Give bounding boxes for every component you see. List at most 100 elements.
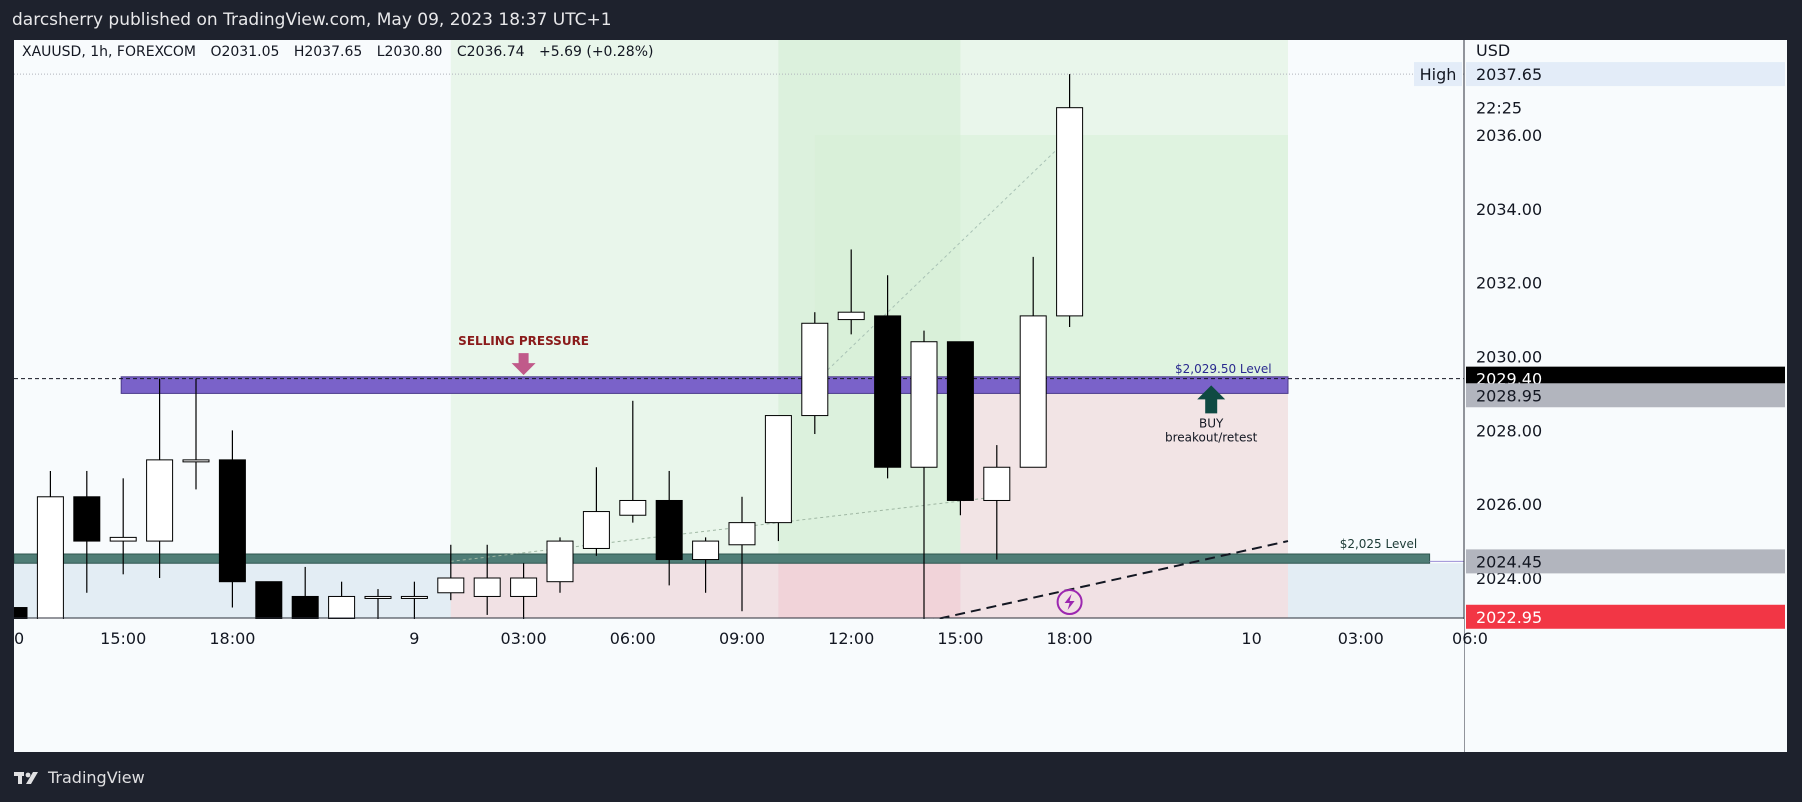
bull-candle-body: [1056, 107, 1084, 317]
legend-high: H2037.65: [294, 44, 362, 60]
support-zone-2025: [14, 553, 1431, 564]
bull-candle-body: [619, 499, 647, 516]
high-tag: High: [1420, 65, 1457, 84]
candle: [109, 478, 137, 575]
brand-name: TradingView: [48, 768, 145, 787]
svg-text:XAUUSD, 1h, FOREXCOM O: XAUUSD, 1h, FOREXCOM O2031.05 H2037.65 L…: [22, 44, 653, 60]
candle: [146, 378, 174, 578]
price-tick: 2032.00: [1476, 274, 1542, 293]
legend-change: +5.69 (+0.28%): [539, 44, 653, 60]
bull-candle-body: [146, 459, 174, 542]
price-label-bg: [1466, 62, 1785, 87]
price-tick: 2028.00: [1476, 421, 1542, 440]
bull-candle-body: [728, 522, 756, 546]
bear-candle-body: [218, 459, 246, 583]
candle: [546, 537, 574, 593]
price-label: 2037.65: [1476, 65, 1542, 84]
legend-open: O2031.05: [210, 44, 279, 60]
candle: [910, 330, 938, 626]
publisher-header: darcsherry published on TradingView.com,…: [12, 10, 612, 30]
candle: [1019, 256, 1047, 468]
currency-label: USD: [1476, 41, 1510, 60]
candle: [728, 496, 756, 612]
candle: [582, 467, 610, 556]
bull-candle-body: [473, 577, 501, 597]
price-label: 2024.45: [1476, 552, 1542, 571]
candlestick-chart[interactable]: SELLING PRESSURE $2,029.50 Level $2,025 Le…: [14, 40, 1787, 752]
candle: [655, 470, 683, 586]
tradingview-logo-icon: [14, 770, 40, 786]
time-tick: 06:00: [610, 629, 656, 648]
bull-candle-body: [801, 322, 829, 417]
bull-candle-body: [837, 311, 865, 321]
time-tick: 18:00: [1047, 629, 1093, 648]
candle: [874, 275, 902, 479]
time-tick: 03:00: [501, 629, 547, 648]
bull-candle-body: [764, 415, 792, 524]
rising-trendline: [923, 540, 1289, 623]
time-tick: 18:00: [209, 629, 255, 648]
legend-close: C2036.74: [457, 44, 525, 60]
bull-candle-body: [692, 540, 720, 561]
time-tick: 9: [409, 629, 419, 648]
time-tick: 03:00: [1338, 629, 1384, 648]
candle: [437, 544, 465, 601]
price-label-bg: [1466, 383, 1785, 408]
candle: [837, 249, 865, 335]
bull-candle-body: [36, 496, 64, 631]
candle: [73, 470, 101, 593]
loss-shade: [778, 563, 961, 618]
lightning-bolt: [1064, 594, 1075, 610]
buy-strategy-label: breakout/retest: [1165, 430, 1258, 444]
price-label: 2028.95: [1476, 386, 1542, 405]
bear-candle-body: [874, 315, 902, 468]
legend-symbol: XAUUSD, 1h, FOREXCOM: [22, 44, 196, 60]
time-tick: 09:00: [719, 629, 765, 648]
bull-candle-body: [546, 540, 574, 583]
bull-candle-body: [510, 577, 538, 597]
price-tick: 2030.00: [1476, 348, 1542, 367]
bull-candle-body: [437, 577, 465, 594]
price-label-bg: [1466, 549, 1785, 574]
bear-candle-body: [655, 499, 683, 561]
path-line-1: [450, 496, 997, 562]
lightning-icon[interactable]: [1056, 589, 1083, 615]
candle: [692, 537, 720, 593]
bull-candle-body: [109, 536, 137, 542]
candle: [473, 544, 501, 615]
high-tag-bg: [1414, 62, 1462, 87]
buy-arrow-icon: [1197, 385, 1226, 414]
selling-pressure-arrow-icon: [511, 353, 536, 376]
price-tick: 2026.00: [1476, 495, 1542, 514]
time-tick: 15:00: [100, 629, 146, 648]
price-label-bg: [1466, 604, 1785, 629]
candle: [801, 312, 829, 435]
resistance-zone-2029: [120, 376, 1289, 394]
price-label: 2022.95: [1476, 608, 1542, 627]
candle: [983, 445, 1011, 560]
candle: [946, 341, 974, 516]
chart-frame[interactable]: SELLING PRESSURE $2,029.50 Level $2,025 Le…: [14, 40, 1787, 752]
bull-candle-body: [182, 459, 210, 463]
level-2029-label: $2,029.50 Level: [1175, 362, 1272, 376]
price-tick: 2024.00: [1476, 569, 1542, 588]
bear-candle-body: [946, 341, 974, 501]
bull-candle-body: [582, 511, 610, 549]
legend-low: L2030.80: [377, 44, 443, 60]
footer-brand[interactable]: TradingView: [14, 753, 145, 802]
bull-candle-body: [400, 595, 428, 599]
bull-candle-body: [364, 595, 392, 599]
bear-candle-body: [73, 496, 101, 542]
time-tick: 06:0: [1452, 629, 1488, 648]
candle: [36, 470, 64, 634]
time-tick: 10: [1241, 629, 1261, 648]
bull-candle-body: [910, 341, 938, 468]
price-tick: 2034.00: [1476, 200, 1542, 219]
bull-candle-body: [328, 595, 356, 620]
candle: [182, 378, 210, 490]
time-axis-bg: [14, 619, 1464, 752]
path-line-2: [814, 127, 1080, 383]
bull-candle-body: [1019, 315, 1047, 468]
selling-pressure-label: SELLING PRESSURE: [458, 334, 589, 348]
level-2025-label: $2,025 Level: [1340, 537, 1417, 551]
